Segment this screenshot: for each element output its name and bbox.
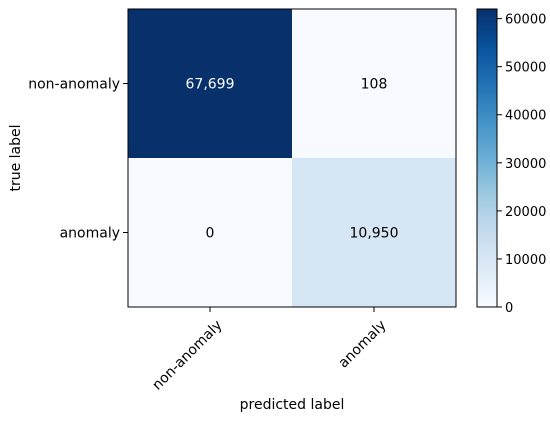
plot-frame (127, 8, 457, 308)
x-axis-ticks: non-anomaly anomaly (149, 307, 390, 394)
x-tick-label: non-anomaly (149, 317, 225, 393)
heatmap-cell (292, 158, 456, 307)
heatmap-cell (128, 9, 292, 158)
cell-value-label: 67,699 (186, 77, 235, 93)
heatmap-cells (128, 9, 456, 307)
y-tick-label: anomaly (60, 226, 120, 242)
y-axis-ticks: non-anomaly anomaly (28, 77, 128, 242)
cell-value-label: 10,950 (350, 226, 399, 242)
colorbar (476, 8, 498, 308)
colorbar-tick-label: 30000 (505, 157, 546, 172)
colorbar-tick-label: 60000 (505, 13, 546, 28)
colorbar-tick-label: 20000 (505, 205, 546, 220)
x-tick-label: anomaly (336, 317, 390, 371)
colorbar-tick-label: 10000 (505, 253, 546, 268)
colorbar-tick-label: 40000 (505, 109, 546, 124)
heatmap-cell (128, 158, 292, 307)
y-tick-label: non-anomaly (28, 77, 120, 93)
heatmap-cell-labels: 67,699 108 0 10,950 (186, 77, 399, 242)
colorbar-tick-label: 50000 (505, 61, 546, 76)
cell-value-label: 0 (206, 226, 215, 242)
colorbar-tick-label: 0 (505, 301, 513, 316)
heatmap-cell (292, 9, 456, 158)
y-axis-label: true label (8, 124, 24, 191)
cell-value-label: 108 (361, 77, 388, 93)
x-axis-label: predicted label (240, 397, 345, 413)
colorbar-ticks: 0 10000 20000 30000 40000 50000 60000 (497, 13, 546, 316)
